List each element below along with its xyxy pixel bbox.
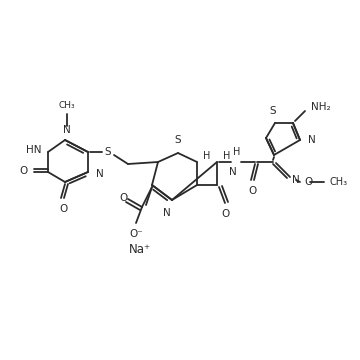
Text: N: N — [308, 135, 316, 145]
Text: N: N — [96, 169, 104, 179]
Text: H: H — [233, 147, 241, 157]
Text: N: N — [229, 167, 237, 177]
Text: O: O — [59, 204, 67, 214]
Text: HN: HN — [26, 145, 41, 155]
Text: CH₃: CH₃ — [59, 101, 75, 110]
Text: NH₂: NH₂ — [311, 102, 330, 112]
Text: O: O — [20, 166, 28, 176]
Text: N: N — [163, 208, 171, 218]
Text: S: S — [175, 135, 181, 145]
Text: N: N — [63, 125, 71, 135]
Text: O: O — [249, 186, 257, 196]
Text: H: H — [223, 151, 230, 161]
Text: S: S — [270, 106, 276, 116]
Text: O: O — [304, 177, 312, 187]
Text: O: O — [119, 193, 127, 203]
Text: S: S — [105, 147, 111, 157]
Text: O: O — [222, 209, 230, 219]
Text: Na⁺: Na⁺ — [129, 243, 151, 256]
Text: H: H — [203, 151, 210, 161]
Text: O⁻: O⁻ — [129, 229, 143, 239]
Text: CH₃: CH₃ — [330, 177, 348, 187]
Text: N: N — [292, 175, 300, 185]
